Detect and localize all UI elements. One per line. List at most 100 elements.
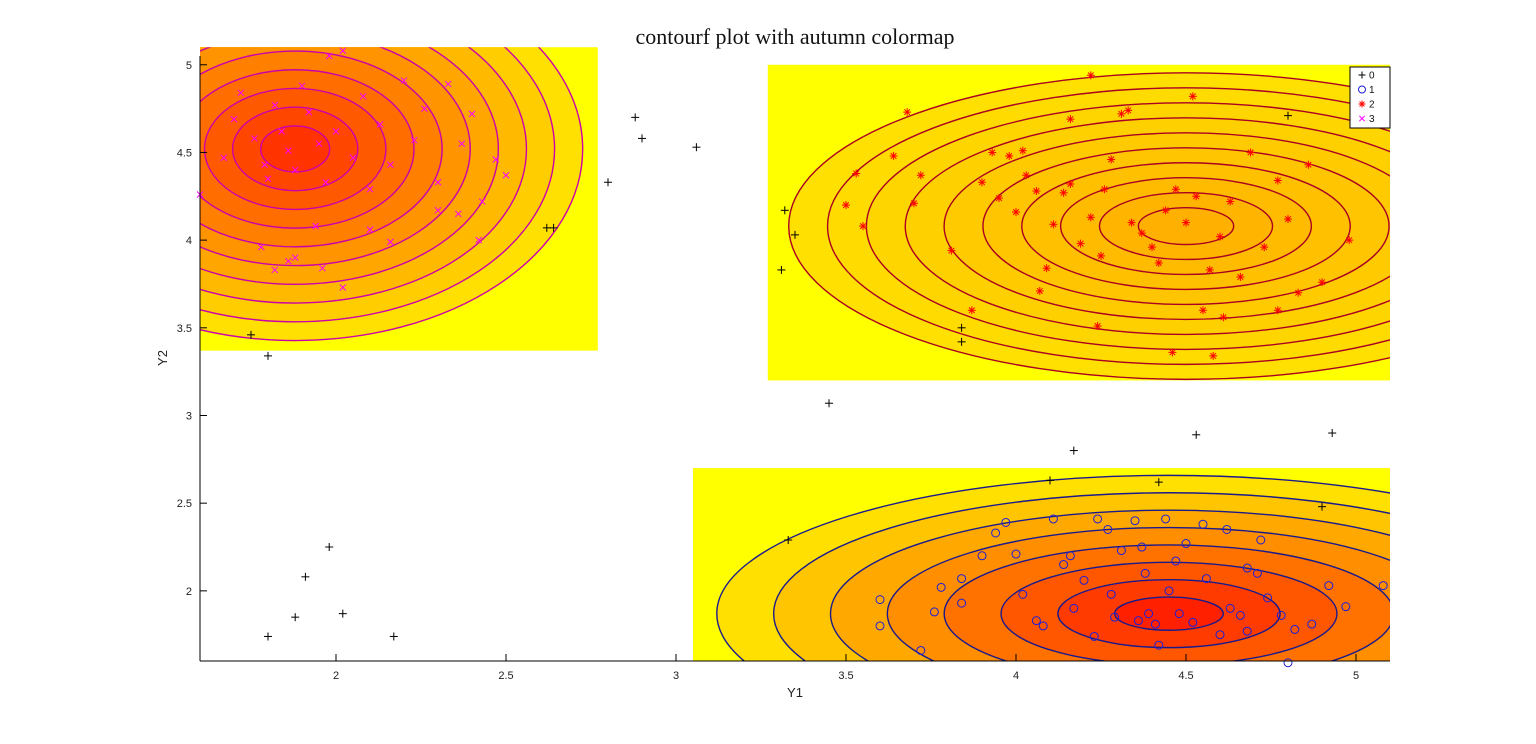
data-point (1001, 517, 1011, 527)
data-point (1103, 524, 1113, 534)
data-point (1049, 220, 1058, 229)
data-point (1116, 546, 1126, 556)
data-point (967, 306, 976, 315)
data-point (410, 136, 418, 144)
data-point (1358, 85, 1366, 94)
data-point (825, 399, 833, 408)
class-1-density-panel (693, 468, 1390, 661)
data-point (264, 351, 272, 360)
legend-box (1349, 66, 1391, 129)
data-point (1205, 265, 1214, 274)
data-point (1341, 602, 1351, 612)
data-point (957, 598, 967, 608)
data-point (366, 226, 374, 233)
data-point (1144, 609, 1154, 619)
scatter-points (196, 47, 1388, 668)
data-point (995, 194, 1003, 203)
data-point (1201, 574, 1211, 584)
contour-level (1114, 596, 1224, 631)
data-point (1110, 612, 1120, 622)
data-point (916, 171, 925, 180)
data-point (285, 257, 292, 265)
data-point (1199, 306, 1207, 315)
data-point (434, 206, 442, 214)
data-point (1086, 213, 1095, 222)
data-point (1294, 288, 1303, 297)
data-point (1150, 619, 1160, 629)
data-point (478, 198, 486, 205)
data-point (1307, 619, 1317, 629)
data-point (502, 171, 510, 179)
legend-label: 3 (1369, 114, 1375, 125)
data-point (1124, 106, 1133, 115)
data-point (1018, 146, 1027, 155)
data-point (910, 199, 918, 208)
data-point (264, 175, 272, 183)
data-point (389, 632, 398, 641)
data-point (1345, 236, 1354, 245)
data-point (1133, 616, 1143, 626)
data-point (434, 178, 442, 186)
data-point (1066, 115, 1075, 124)
data-point (947, 246, 956, 255)
series-2 (842, 71, 1354, 360)
data-point (1216, 232, 1224, 241)
data-point (1117, 109, 1126, 118)
data-point (1161, 514, 1171, 524)
data-point (220, 154, 228, 162)
series-1 (875, 514, 1388, 668)
data-point (1005, 151, 1014, 160)
data-point (936, 582, 946, 592)
data-point (1046, 476, 1054, 485)
data-point (784, 536, 793, 544)
data-point (1276, 610, 1286, 620)
data-point (230, 115, 238, 123)
data-point (1031, 616, 1041, 626)
data-point (1137, 542, 1147, 552)
data-point (1192, 430, 1201, 439)
data-point (1263, 593, 1273, 603)
data-point (1318, 278, 1326, 287)
data-point (875, 621, 885, 631)
data-point (319, 264, 326, 272)
x-tick-label: 2.5 (498, 670, 513, 682)
data-point (1242, 563, 1252, 573)
data-point (1035, 286, 1044, 295)
data-point (338, 609, 347, 618)
legend: 0 1 2 3 (1349, 66, 1391, 129)
data-point (271, 266, 279, 274)
data-point (1154, 258, 1163, 267)
data-point (291, 254, 299, 262)
y-tick-label: 2.5 (177, 498, 192, 510)
data-point (791, 230, 799, 239)
data-point (1182, 218, 1190, 227)
data-point (991, 528, 1001, 538)
data-point (1171, 556, 1181, 566)
data-point (1188, 617, 1198, 627)
data-point (1107, 155, 1116, 164)
legend-label: 2 (1369, 100, 1375, 111)
data-point (1225, 603, 1235, 613)
data-point (387, 161, 394, 169)
class-3-density-panel (200, 47, 598, 351)
data-point (1226, 197, 1235, 206)
data-point (604, 178, 612, 187)
data-point (1032, 187, 1041, 196)
data-point (1328, 429, 1337, 438)
data-point (1252, 568, 1262, 578)
data-point (237, 89, 245, 97)
data-point (325, 543, 334, 552)
data-point (1022, 171, 1031, 180)
data-point (1130, 516, 1140, 526)
data-point (1246, 148, 1255, 157)
data-point (1076, 239, 1085, 248)
data-point (1106, 589, 1116, 599)
data-point (298, 82, 306, 90)
data-point (1181, 539, 1191, 549)
data-point (421, 105, 428, 112)
data-point (1273, 306, 1282, 315)
data-point (780, 206, 789, 215)
data-point (1222, 524, 1232, 534)
data-point (988, 148, 997, 157)
data-point (1127, 218, 1136, 227)
